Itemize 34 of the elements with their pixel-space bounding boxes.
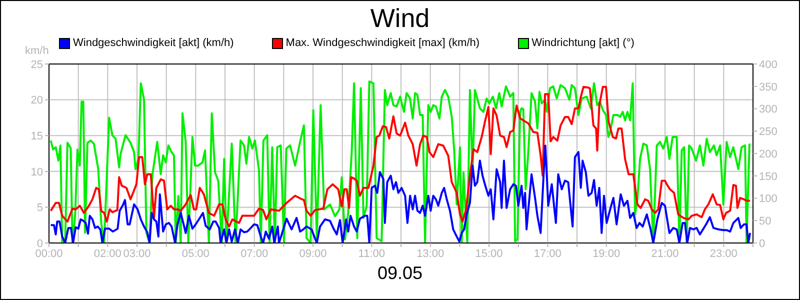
y2-tick-label: 200 [759,148,778,160]
x-tick-label: 17:00 [534,248,562,260]
y2-tick-label: 350 [759,81,778,94]
y2-tick-label: 0 [759,238,766,250]
y-tick-label: 5 [36,202,43,214]
y-tick-label: 15 [30,130,43,143]
y2-tick-label: 100 [759,193,778,206]
x-tick-label: 11:00 [358,248,386,260]
x-tick-label: 00:00 [35,248,63,260]
x-tick-label: 05:00 [182,248,210,260]
x-tick-label: 07:00 [240,248,268,260]
y-tick-label: 20 [30,94,43,107]
x-tick-label: 15:00 [475,248,503,260]
legend-label: Windgeschwindigkeit [akt] (km/h) [73,37,234,49]
x-tick-label: 21:00 [651,248,679,260]
y-tick-label: 25 [30,58,43,71]
x-tick-label: 13:00 [416,248,444,260]
y-axis-title: km/h [25,45,49,57]
y2-tick-label: 250 [759,126,778,138]
legend-label: Windrichtung [akt] (°) [532,37,634,49]
chart-title: Wind [369,3,431,34]
y2-tick-label: 400 [759,58,778,71]
y2-tick-label: 300 [759,104,778,116]
x-tick-label: 02:00 [94,248,122,260]
y-tick-label: 10 [30,166,43,178]
x-tick-label: 03:00 [123,248,151,260]
legend-label: Max. Windgeschwindigkeit [max] (km/h) [286,37,480,49]
x-tick-label: 19:00 [592,248,620,260]
y2-tick-label: 50 [759,216,772,228]
x-tick-label: 09:00 [299,248,327,260]
y2-tick-label: 150 [759,170,778,183]
x-tick-label: 23:00 [710,248,738,260]
y-tick-label: 0 [36,238,43,250]
x-axis-title: 09.05 [376,263,424,284]
